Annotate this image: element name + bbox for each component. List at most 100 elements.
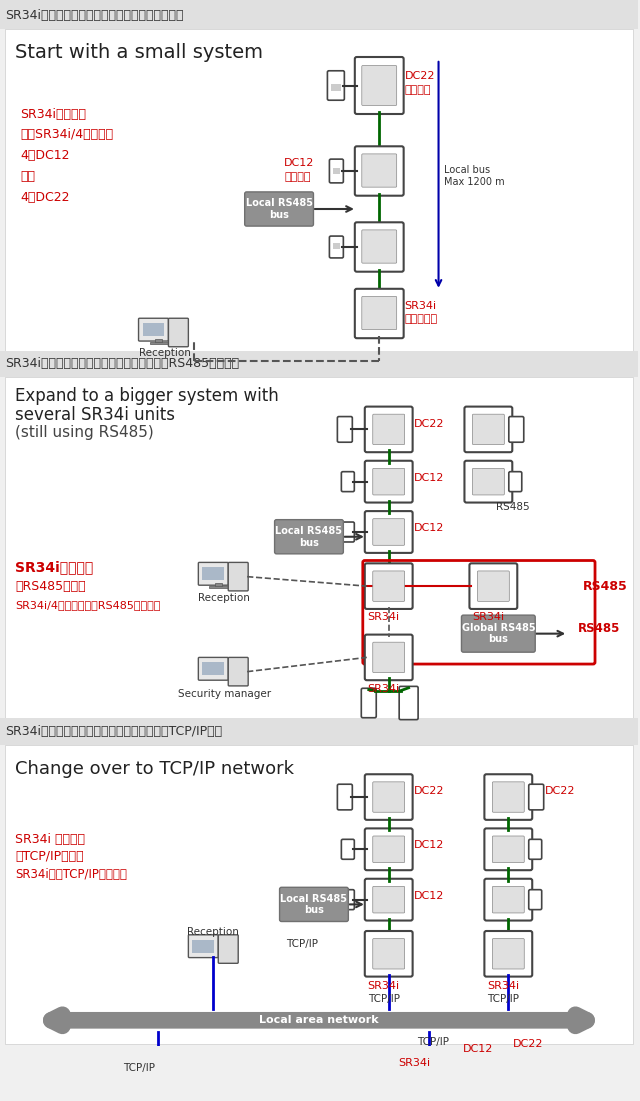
- FancyBboxPatch shape: [362, 66, 397, 106]
- FancyBboxPatch shape: [484, 828, 532, 870]
- FancyBboxPatch shape: [472, 468, 504, 495]
- FancyBboxPatch shape: [365, 406, 413, 453]
- Bar: [5, 29, 633, 351]
- Text: Local area network: Local area network: [259, 1015, 379, 1025]
- Text: RS485: RS485: [497, 502, 530, 512]
- Text: Reception: Reception: [198, 592, 250, 602]
- Text: Local RS485
bus: Local RS485 bus: [280, 894, 348, 915]
- FancyBboxPatch shape: [198, 657, 228, 680]
- Bar: [193, 939, 214, 952]
- FancyBboxPatch shape: [365, 879, 413, 920]
- Text: TCP/IP: TCP/IP: [286, 939, 318, 949]
- FancyBboxPatch shape: [337, 784, 353, 810]
- FancyBboxPatch shape: [355, 222, 404, 272]
- Bar: [5, 378, 633, 719]
- Bar: [138, 1077, 159, 1091]
- Text: Local bus: Local bus: [444, 165, 490, 175]
- FancyBboxPatch shape: [492, 836, 524, 862]
- FancyBboxPatch shape: [372, 642, 404, 673]
- FancyBboxPatch shape: [372, 414, 404, 445]
- FancyBboxPatch shape: [341, 471, 355, 492]
- Text: DC12: DC12: [284, 159, 314, 168]
- Bar: [215, 584, 222, 587]
- Text: Global RS485
bus: Global RS485 bus: [461, 623, 535, 644]
- Text: RS485: RS485: [578, 622, 620, 635]
- Text: DC22: DC22: [513, 1039, 543, 1049]
- FancyBboxPatch shape: [198, 563, 228, 586]
- FancyBboxPatch shape: [509, 416, 524, 443]
- FancyBboxPatch shape: [492, 782, 524, 813]
- FancyBboxPatch shape: [188, 935, 218, 958]
- FancyBboxPatch shape: [465, 406, 512, 453]
- FancyBboxPatch shape: [341, 839, 355, 859]
- Bar: [150, 342, 170, 344]
- FancyBboxPatch shape: [484, 931, 532, 977]
- FancyBboxPatch shape: [365, 931, 413, 977]
- FancyBboxPatch shape: [372, 836, 404, 862]
- Text: DC22: DC22: [404, 70, 435, 81]
- Bar: [0, 0, 638, 29]
- FancyBboxPatch shape: [362, 230, 397, 263]
- FancyBboxPatch shape: [362, 154, 397, 187]
- FancyBboxPatch shape: [517, 1057, 549, 1088]
- FancyBboxPatch shape: [372, 782, 404, 813]
- Text: DC22: DC22: [545, 786, 576, 796]
- FancyBboxPatch shape: [372, 519, 404, 545]
- Bar: [333, 168, 340, 174]
- FancyBboxPatch shape: [365, 460, 413, 502]
- FancyBboxPatch shape: [341, 890, 355, 909]
- Text: TCP/IP: TCP/IP: [487, 994, 519, 1004]
- Text: 4个DC12: 4个DC12: [20, 150, 69, 162]
- Text: Reception: Reception: [188, 927, 239, 937]
- Text: DC12: DC12: [463, 1044, 493, 1054]
- Text: SR34i系列区域控制器支持中小型门禁系统（RS485通讯）：: SR34i系列区域控制器支持中小型门禁系统（RS485通讯）：: [5, 358, 239, 370]
- Text: Expand to a bigger system with: Expand to a bigger system with: [15, 388, 278, 405]
- Text: SR34i 中型系统: SR34i 中型系统: [15, 833, 85, 847]
- FancyBboxPatch shape: [355, 57, 404, 115]
- Text: DC12: DC12: [413, 840, 444, 850]
- Text: SR34i系列区域控制器支持简单的小型门禁系统：: SR34i系列区域控制器支持简单的小型门禁系统：: [5, 9, 184, 22]
- FancyBboxPatch shape: [365, 511, 413, 553]
- Bar: [156, 339, 163, 342]
- FancyBboxPatch shape: [365, 564, 413, 609]
- FancyBboxPatch shape: [168, 318, 188, 347]
- Text: 每个SR34i/4最多外接: 每个SR34i/4最多外接: [20, 129, 113, 141]
- Text: SR34i: SR34i: [367, 684, 400, 694]
- Bar: [143, 323, 164, 336]
- Bar: [331, 84, 341, 91]
- FancyBboxPatch shape: [509, 1049, 557, 1095]
- FancyBboxPatch shape: [138, 318, 168, 341]
- Text: TCP/IP: TCP/IP: [124, 1062, 156, 1072]
- FancyBboxPatch shape: [365, 634, 413, 680]
- Text: RS485: RS485: [583, 579, 628, 592]
- FancyBboxPatch shape: [328, 70, 344, 100]
- Text: SR34i中型系统: SR34i中型系统: [15, 560, 93, 574]
- FancyBboxPatch shape: [372, 571, 404, 601]
- FancyBboxPatch shape: [372, 886, 404, 913]
- FancyBboxPatch shape: [467, 1059, 499, 1086]
- Text: Local RS485
bus: Local RS485 bus: [246, 198, 312, 220]
- FancyBboxPatch shape: [244, 192, 314, 226]
- Text: DC12: DC12: [413, 891, 444, 901]
- Bar: [209, 586, 229, 588]
- Text: SR34i系列区域控制器支持中小型门禁系统（TCP/IP）：: SR34i系列区域控制器支持中小型门禁系统（TCP/IP）：: [5, 724, 222, 738]
- FancyBboxPatch shape: [469, 564, 517, 609]
- Text: several SR34i units: several SR34i units: [15, 406, 175, 424]
- Text: DC12: DC12: [413, 523, 444, 533]
- FancyBboxPatch shape: [365, 828, 413, 870]
- FancyBboxPatch shape: [399, 686, 418, 720]
- FancyBboxPatch shape: [492, 886, 524, 913]
- Text: 门控制器: 门控制器: [404, 85, 431, 96]
- FancyBboxPatch shape: [330, 236, 343, 258]
- FancyBboxPatch shape: [337, 416, 353, 443]
- Text: TCP/IP: TCP/IP: [368, 994, 400, 1004]
- Text: SR34i: SR34i: [367, 981, 400, 991]
- Text: DC22: DC22: [413, 418, 444, 428]
- Text: SR34i: SR34i: [404, 301, 436, 310]
- FancyBboxPatch shape: [228, 657, 248, 686]
- Text: 门控制器: 门控制器: [284, 172, 310, 182]
- FancyBboxPatch shape: [372, 938, 404, 969]
- Text: SR34i: SR34i: [367, 612, 400, 622]
- Text: 或者: 或者: [20, 171, 35, 183]
- Bar: [202, 662, 224, 675]
